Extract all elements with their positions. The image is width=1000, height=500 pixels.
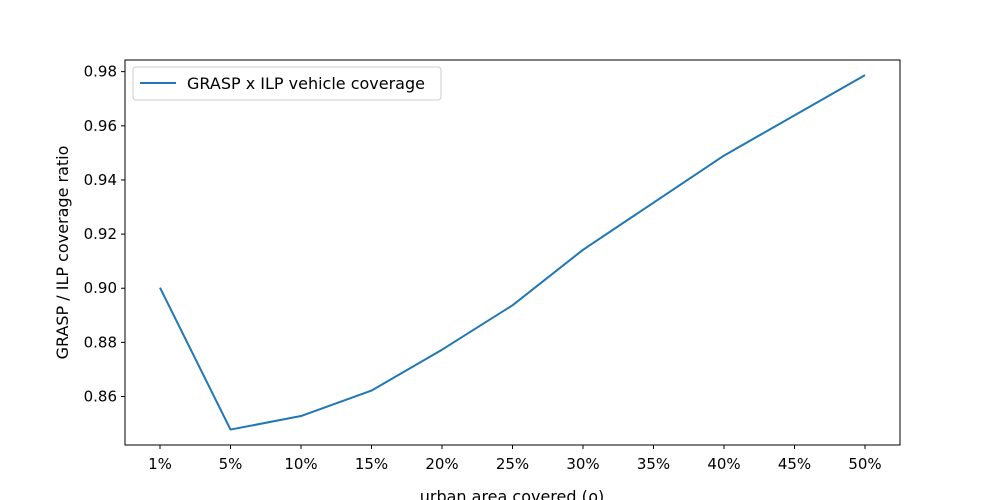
y-tick-label: 0.90 — [84, 279, 117, 297]
x-tick-label: 5% — [219, 455, 243, 473]
x-tick-label: 1% — [148, 455, 172, 473]
y-tick-label: 0.86 — [84, 388, 117, 406]
x-tick-label: 40% — [707, 455, 740, 473]
y-axis-label: GRASP / ILP coverage ratio — [53, 146, 72, 360]
legend-box — [132, 66, 442, 101]
legend-label: GRASP x ILP vehicle coverage — [187, 74, 425, 93]
plot-frame — [124, 59, 901, 446]
x-axis-label: urban area covered (ρ) — [420, 487, 605, 500]
series-layer — [159, 74, 866, 431]
y-tick-label: 0.92 — [84, 225, 117, 243]
legend: GRASP x ILP vehicle coverage — [132, 66, 442, 101]
x-tick-label: 50% — [848, 455, 881, 473]
x-tick-label: 35% — [637, 455, 670, 473]
x-tick-label: 45% — [778, 455, 811, 473]
y-tick-label: 0.94 — [84, 171, 117, 189]
x-tick-label: 10% — [284, 455, 317, 473]
y-tick-label: 0.88 — [84, 333, 117, 351]
y-tick-label: 0.98 — [84, 63, 117, 81]
series-line — [159, 74, 866, 431]
ticks-layer: 1% 5% 10% 15% 20% 25% 30% 35% 40% 45% 50% 0.86 0.88 0… — [84, 63, 882, 473]
y-tick-label: 0.96 — [84, 117, 117, 135]
x-tick-label: 20% — [425, 455, 458, 473]
x-tick-label: 15% — [355, 455, 388, 473]
x-tick-label: 25% — [496, 455, 529, 473]
x-tick-label: 30% — [566, 455, 599, 473]
